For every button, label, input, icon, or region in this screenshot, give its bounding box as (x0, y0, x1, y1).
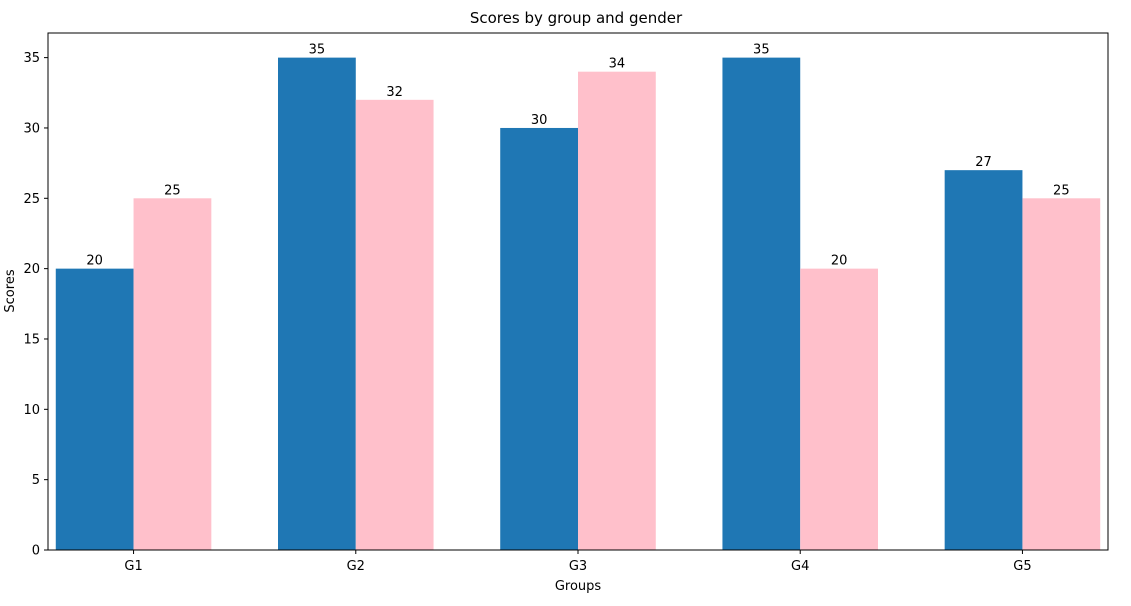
y-tick-label: 20 (23, 262, 40, 277)
data-label-G1-series-1: 20 (86, 254, 103, 269)
data-label-G5-series-2: 25 (1053, 183, 1070, 198)
x-tick-label: G2 (347, 559, 365, 574)
bar-G5-series-1 (944, 170, 1023, 550)
x-axis-label: Groups (555, 579, 602, 594)
x-axis: G1 G2 G3 G4 G5 (124, 550, 1032, 574)
data-label-G5-series-1: 27 (975, 155, 992, 170)
y-tick-label: 15 (23, 332, 40, 347)
bar-G3-series-2 (578, 71, 656, 550)
y-tick-label: 35 (23, 51, 40, 66)
data-label-G1-series-2: 25 (164, 183, 181, 198)
bar-G3-series-1 (500, 127, 578, 551)
bar-G1-series-2 (133, 198, 212, 550)
bar-G4-series-2 (800, 268, 878, 550)
data-label-G3-series-1: 30 (531, 113, 548, 128)
bar-G2-series-2 (355, 99, 434, 551)
y-tick-label: 30 (23, 121, 40, 136)
data-label-G2-series-1: 35 (309, 43, 326, 58)
y-tick-label: 0 (32, 544, 40, 559)
x-tick-label: G1 (124, 559, 142, 574)
bar-G5-series-2 (1022, 198, 1101, 550)
data-labels-layer: 20 35 30 35 27 25 32 34 20 25 (86, 43, 1069, 269)
y-tick-label: 25 (23, 192, 40, 207)
bar-G1-series-1 (55, 268, 134, 550)
bar-G4-series-1 (722, 57, 801, 550)
y-tick-label: 5 (32, 473, 40, 488)
bars-layer (55, 57, 1101, 551)
data-label-G4-series-1: 35 (753, 43, 770, 58)
data-label-G3-series-2: 34 (609, 57, 626, 72)
x-tick-label: G4 (791, 559, 809, 574)
x-tick-label: G3 (569, 559, 587, 574)
y-axis: 0 5 10 15 20 25 30 35 (23, 51, 48, 559)
data-label-G2-series-2: 32 (386, 85, 403, 100)
bar-G2-series-1 (278, 57, 356, 550)
chart-title: Scores by group and gender (470, 9, 683, 27)
y-axis-label: Scores (3, 269, 18, 312)
x-tick-label: G5 (1013, 559, 1031, 574)
y-tick-label: 10 (23, 403, 40, 418)
data-label-G4-series-2: 20 (831, 254, 848, 269)
